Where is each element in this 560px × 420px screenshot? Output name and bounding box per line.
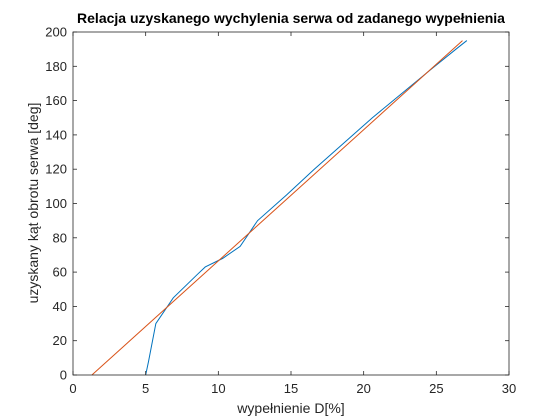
y-tick-label-5: 100 — [45, 196, 67, 211]
y-tick-label-10: 200 — [45, 25, 67, 40]
y-tick-label-8: 160 — [45, 93, 67, 108]
x-tick-label-3: 15 — [284, 381, 298, 396]
x-tick-label-0: 0 — [69, 381, 76, 396]
x-axis: 0 5 10 15 20 25 30 — [69, 32, 516, 396]
y-axis: 0 20 40 60 80 100 120 140 160 180 200 — [45, 25, 509, 383]
y-tick-label-4: 80 — [53, 230, 67, 245]
plot-area-background — [73, 32, 509, 375]
x-tick-label-5: 25 — [429, 381, 443, 396]
y-tick-label-1: 20 — [53, 333, 67, 348]
y-tick-label-0: 0 — [60, 368, 67, 383]
x-tick-label-4: 20 — [356, 381, 370, 396]
y-tick-label-6: 120 — [45, 162, 67, 177]
series-layer — [91, 40, 468, 376]
chart-title: Relacja uzyskanego wychylenia serwa od z… — [77, 10, 505, 26]
y-tick-label-2: 40 — [53, 299, 67, 314]
y-tick-label-7: 140 — [45, 127, 67, 142]
y-tick-label-3: 60 — [53, 265, 67, 280]
x-tick-label-1: 5 — [142, 381, 149, 396]
x-axis-label: wypełnienie D[%] — [236, 400, 344, 416]
series-line-2 — [91, 40, 463, 376]
x-tick-label-6: 30 — [502, 381, 516, 396]
x-tick-label-2: 10 — [211, 381, 225, 396]
y-axis-label: uzyskany kąt obrotu serwa [deg] — [25, 103, 41, 304]
y-tick-label-9: 180 — [45, 59, 67, 74]
